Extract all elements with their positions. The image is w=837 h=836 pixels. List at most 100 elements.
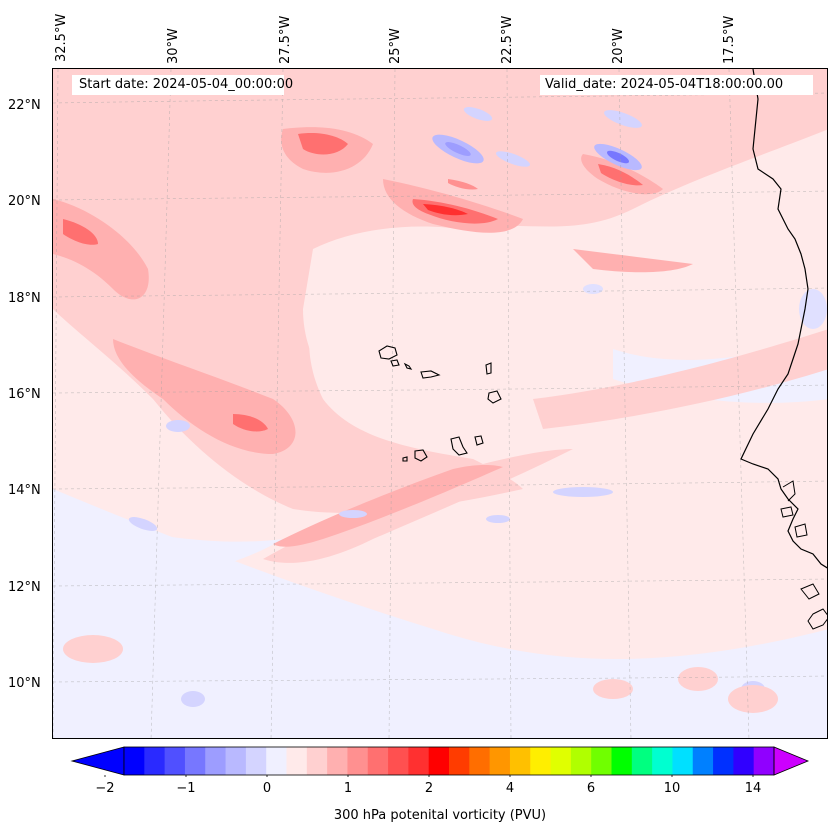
colorbar-swatch: [184, 747, 206, 775]
pv-high-core-east-n: [448, 179, 478, 190]
colorbar-swatch: [286, 747, 308, 775]
lat-label-16n: 16°N: [8, 387, 41, 402]
lon-label-30w: 30°W: [166, 28, 181, 64]
neg-pv-north-4: [495, 151, 531, 167]
lon-label-32-5w: 32.5°W: [54, 13, 69, 62]
colorbar-swatch: [388, 747, 409, 775]
africa-coast-detail-2: [807, 608, 827, 630]
colorbar-swatch: [266, 747, 287, 775]
pv-medium-east: [573, 249, 693, 273]
colorbar-swatch: [164, 747, 186, 775]
neg-pv-south-4: [486, 515, 510, 523]
africa-coast-detail-1: [782, 480, 796, 502]
colorbar-frame: [123, 746, 775, 776]
neg-pv-south-3: [166, 420, 190, 432]
lat-label-18n: 18°N: [8, 291, 41, 306]
cb-tick-6: 6: [586, 781, 596, 796]
lat-label-20n: 20°N: [8, 194, 41, 209]
pv-low-interior: [303, 226, 564, 423]
colorbar: [70, 746, 810, 777]
neg-pv-ne-1-core: [606, 150, 630, 164]
africa-coast-detail-4: [794, 523, 808, 538]
neg-pv-south-5: [339, 510, 367, 518]
cb-tick-1: 1: [343, 781, 353, 796]
colorbar-swatch: [530, 747, 552, 775]
low-pv-south: [53, 489, 827, 738]
neg-pv-south-1: [553, 487, 613, 497]
colorbar-swatch: [327, 747, 348, 775]
start-date-label: Start date: 2024-05-04_00:00:00: [72, 75, 293, 95]
lon-label-17-5w: 17.5°W: [722, 15, 737, 64]
colorbar-swatch: [245, 747, 267, 775]
lon-label-25w: 25°W: [388, 28, 403, 64]
colorbar-swatch: [367, 747, 389, 775]
lon-label-20w: 20°W: [611, 28, 626, 64]
colorbar-swatch: [509, 747, 531, 775]
neg-pv-east-1: [583, 284, 603, 294]
lon-label-27-5w: 27.5°W: [278, 15, 293, 64]
colorbar-swatch: [692, 747, 714, 775]
colorbar-extend-high: [773, 746, 810, 776]
map-panel[interactable]: [52, 68, 828, 739]
colorbar-swatch: [570, 747, 592, 775]
cb-tick-10: 10: [663, 781, 681, 796]
colorbar-swatch: [489, 747, 511, 775]
cb-tick-neg2: −2: [95, 781, 115, 796]
pv-spot-s-2: [593, 679, 633, 699]
pv-spot-se-2: [728, 685, 778, 713]
colorbar-swatch: [631, 747, 653, 775]
colorbar-swatch: [550, 747, 572, 775]
africa-coast-detail-3: [800, 583, 820, 600]
colorbar-swatch: [672, 747, 694, 775]
colorbar-swatch: [469, 747, 491, 775]
pv-high-core-west: [63, 219, 98, 245]
neg-pv-se-2: [181, 691, 205, 707]
pv-max-core-jet: [423, 204, 468, 216]
pv-band-diagonal: [263, 449, 573, 563]
colorbar-swatch: [428, 747, 450, 775]
pv-high-core-north: [298, 133, 348, 155]
colorbar-swatch: [205, 747, 227, 775]
africa-coastline: [740, 69, 827, 569]
colorbar-swatch: [225, 747, 247, 775]
colorbar-swatch: [652, 747, 673, 775]
colorbar-swatch: [591, 747, 612, 775]
colorbar-swatch: [408, 747, 430, 775]
cape-verde-islands: [378, 345, 502, 462]
colorbar-label: 300 hPa potenital vorticity (PVU): [333, 808, 547, 823]
valid-date-label: Valid_date: 2024-05-04T18:00:00.00: [540, 75, 813, 95]
colorbar-swatch: [611, 747, 633, 775]
neg-pv-north-1-core: [445, 142, 471, 156]
lat-label-22n: 22°N: [8, 98, 41, 113]
pv-spot-se-1: [678, 667, 718, 691]
cb-tick-14: 14: [744, 781, 762, 796]
lat-label-14n: 14°N: [8, 483, 41, 498]
colorbar-swatch: [753, 747, 775, 775]
neg-pv-north-3: [463, 107, 493, 121]
cb-tick-2: 2: [424, 781, 434, 796]
colorbar-extend-low: [70, 746, 125, 776]
cb-tick-neg1: −1: [176, 781, 196, 796]
lat-label-10n: 10°N: [8, 676, 41, 691]
gridlines: [53, 69, 827, 738]
cb-tick-0: 0: [262, 781, 272, 796]
lat-label-12n: 12°N: [8, 580, 41, 595]
neg-pv-east-2: [799, 289, 827, 329]
pv-high-core-sw: [233, 414, 268, 432]
neg-pv-north-2: [604, 110, 642, 128]
pv-high-core-ne: [598, 164, 643, 186]
colorbar-swatch: [449, 747, 470, 775]
pv-spot-s-1: [63, 635, 123, 663]
pv-band-east: [533, 329, 827, 429]
colorbar-swatch: [124, 747, 145, 775]
lon-label-22-5w: 22.5°W: [500, 15, 515, 64]
colorbar-swatch: [144, 747, 166, 775]
colorbar-swatch: [733, 747, 755, 775]
pv-field-map: [53, 69, 827, 738]
colorbar-swatch: [713, 747, 734, 775]
neg-pv-south-2: [128, 517, 158, 531]
africa-coast-detail-5: [780, 506, 794, 518]
low-pv-south-2: [53, 509, 283, 582]
colorbar-swatch: [347, 747, 369, 775]
colorbar-swatch: [306, 747, 328, 775]
